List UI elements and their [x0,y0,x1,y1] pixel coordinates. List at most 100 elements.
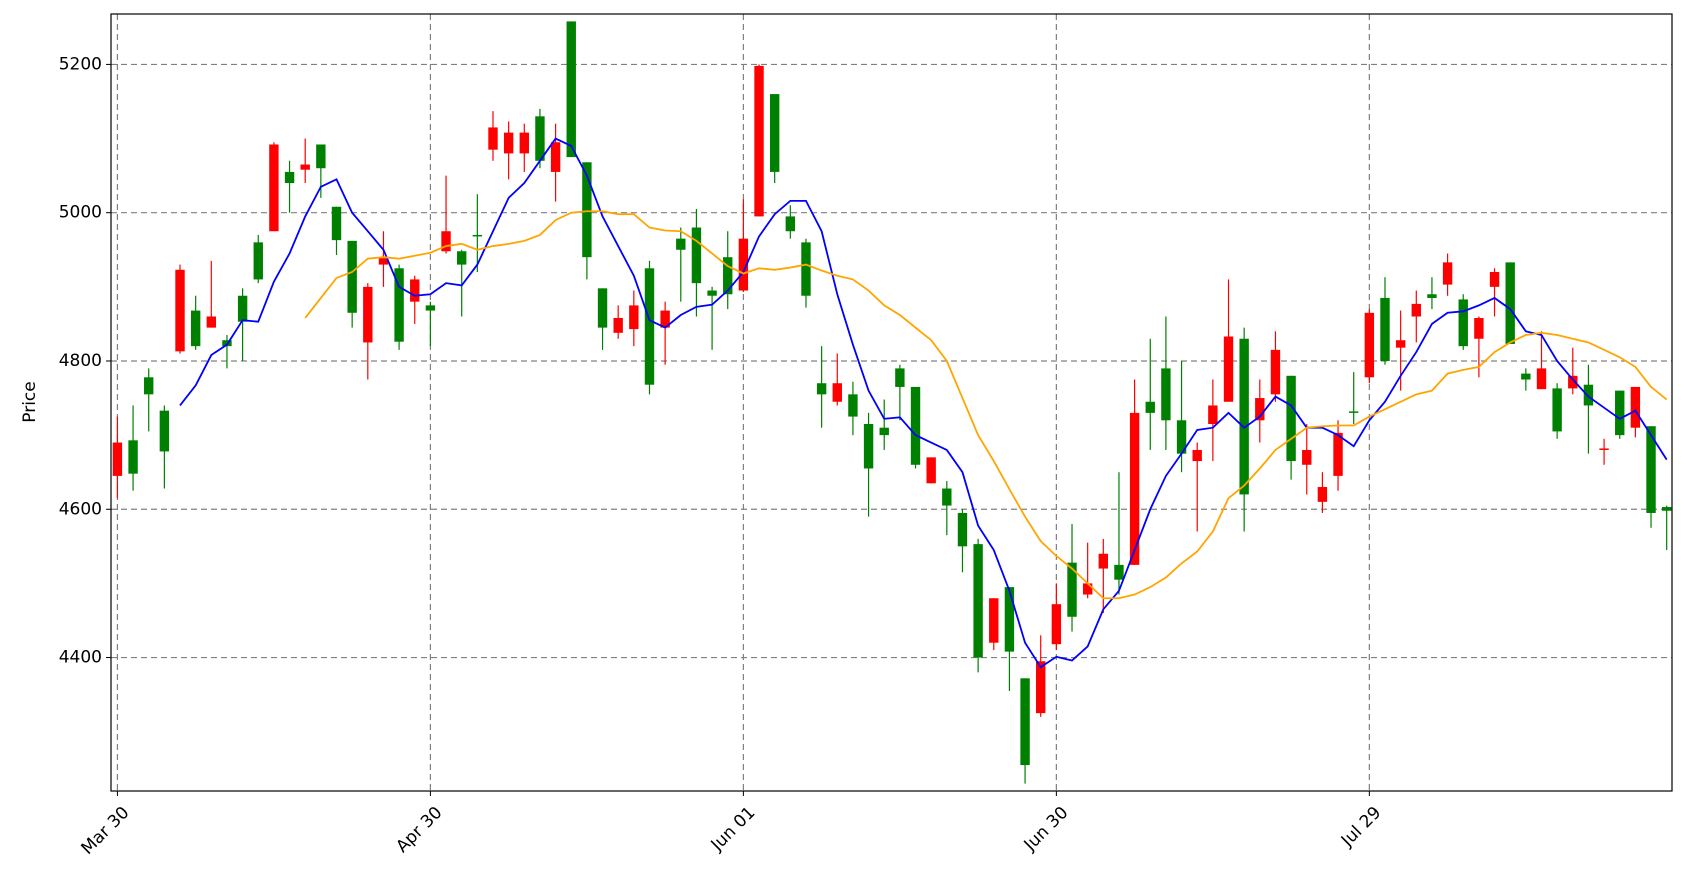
candle-body [910,386,921,465]
candle-body [1364,312,1375,378]
candle-body [128,440,138,474]
candle-body [769,94,780,172]
candle-body [863,424,874,469]
candle-body [488,127,498,150]
candle-body [1458,299,1468,347]
candle-body [1286,375,1296,462]
candle-body [550,142,561,172]
candle-body [347,240,357,313]
candle-body [441,231,451,252]
candle-body [269,144,279,232]
candle-body [1411,303,1421,317]
candle-body [723,257,733,295]
candle-body [190,310,201,347]
candle-body [1004,587,1015,652]
candle-body [1333,432,1343,476]
candle-body [1380,297,1390,361]
plot-frame [110,13,1673,792]
candle-body [331,206,342,241]
candle-body [1630,386,1641,428]
candle-body [895,368,905,387]
candle-body [1536,368,1547,390]
candle-body [848,394,858,417]
candle-body [660,310,670,328]
candle-body [1317,487,1328,502]
candle-body [284,171,295,184]
candle-body [1051,604,1062,645]
x-tick-label: Jun 30 [1020,803,1073,856]
candle-body [1145,401,1155,413]
candle-body [879,427,889,436]
candle-body [785,216,796,232]
candle-body [472,234,483,237]
candle-body [707,290,717,296]
candle-body [816,383,827,395]
candle-body [973,544,983,658]
candle-body [1176,420,1187,454]
candle-body [1129,412,1140,565]
candle-body [503,132,514,154]
candle-body [613,317,623,333]
candle-body [378,257,389,265]
candle-body [566,21,576,158]
x-tick-label: Apr 30 [392,803,446,857]
candle-body [1568,375,1578,389]
candle-body [801,242,811,296]
candle-body [363,286,373,343]
candle-body [676,238,686,250]
candle-body [457,251,467,265]
candle-body [1646,426,1656,513]
candle-body [942,488,952,506]
x-tick-label: Jul 29 [1337,803,1385,851]
candle-body [1521,373,1531,380]
candle-body [1239,338,1249,495]
candle-body [1302,449,1312,465]
candle-body [425,305,436,311]
candle-body [253,242,263,280]
candle-body [237,295,248,322]
candle-body [957,512,968,547]
candle-body [926,457,936,484]
candle-body [1442,262,1453,285]
candle-body [206,316,217,328]
y-tick-label: 5000 [59,203,102,223]
y-tick-label: 5200 [59,54,102,74]
candle-body [1067,562,1077,617]
candle-body [519,132,529,154]
candle-body [112,442,123,476]
candle-body [1036,661,1046,714]
candle-body [1505,262,1515,344]
candle-body [1020,678,1030,766]
y-tick-label: 4800 [59,351,102,371]
y-tick-label: 4600 [59,499,102,519]
candle-body [1599,448,1609,450]
candle-body [1552,388,1562,432]
candle-body [1208,405,1218,425]
candle-body [1615,390,1625,436]
candle-body [1114,564,1124,580]
candle-body [1223,336,1234,402]
candle-body [629,305,639,330]
candle-body [535,116,545,161]
candle-body [1661,507,1672,511]
candle-body [1082,583,1093,595]
x-tick-label: Jun 01 [707,803,760,856]
candle-body [300,164,310,170]
candle-body [1161,368,1171,421]
candle-body [1395,340,1406,348]
candle-body [159,410,170,452]
candle-body [644,268,655,385]
candle-body [1255,398,1265,421]
candle-body [832,383,842,402]
moving-average-line [179,137,1668,669]
candle-body [989,598,999,643]
moving-average-line [304,210,1668,600]
candle-body [1349,411,1359,413]
candle-body [1583,384,1594,406]
candle-body [754,65,764,217]
candle-body [1098,553,1109,569]
candle-body [582,162,592,258]
y-axis-label: Price [20,381,40,422]
candle-body [738,238,749,291]
